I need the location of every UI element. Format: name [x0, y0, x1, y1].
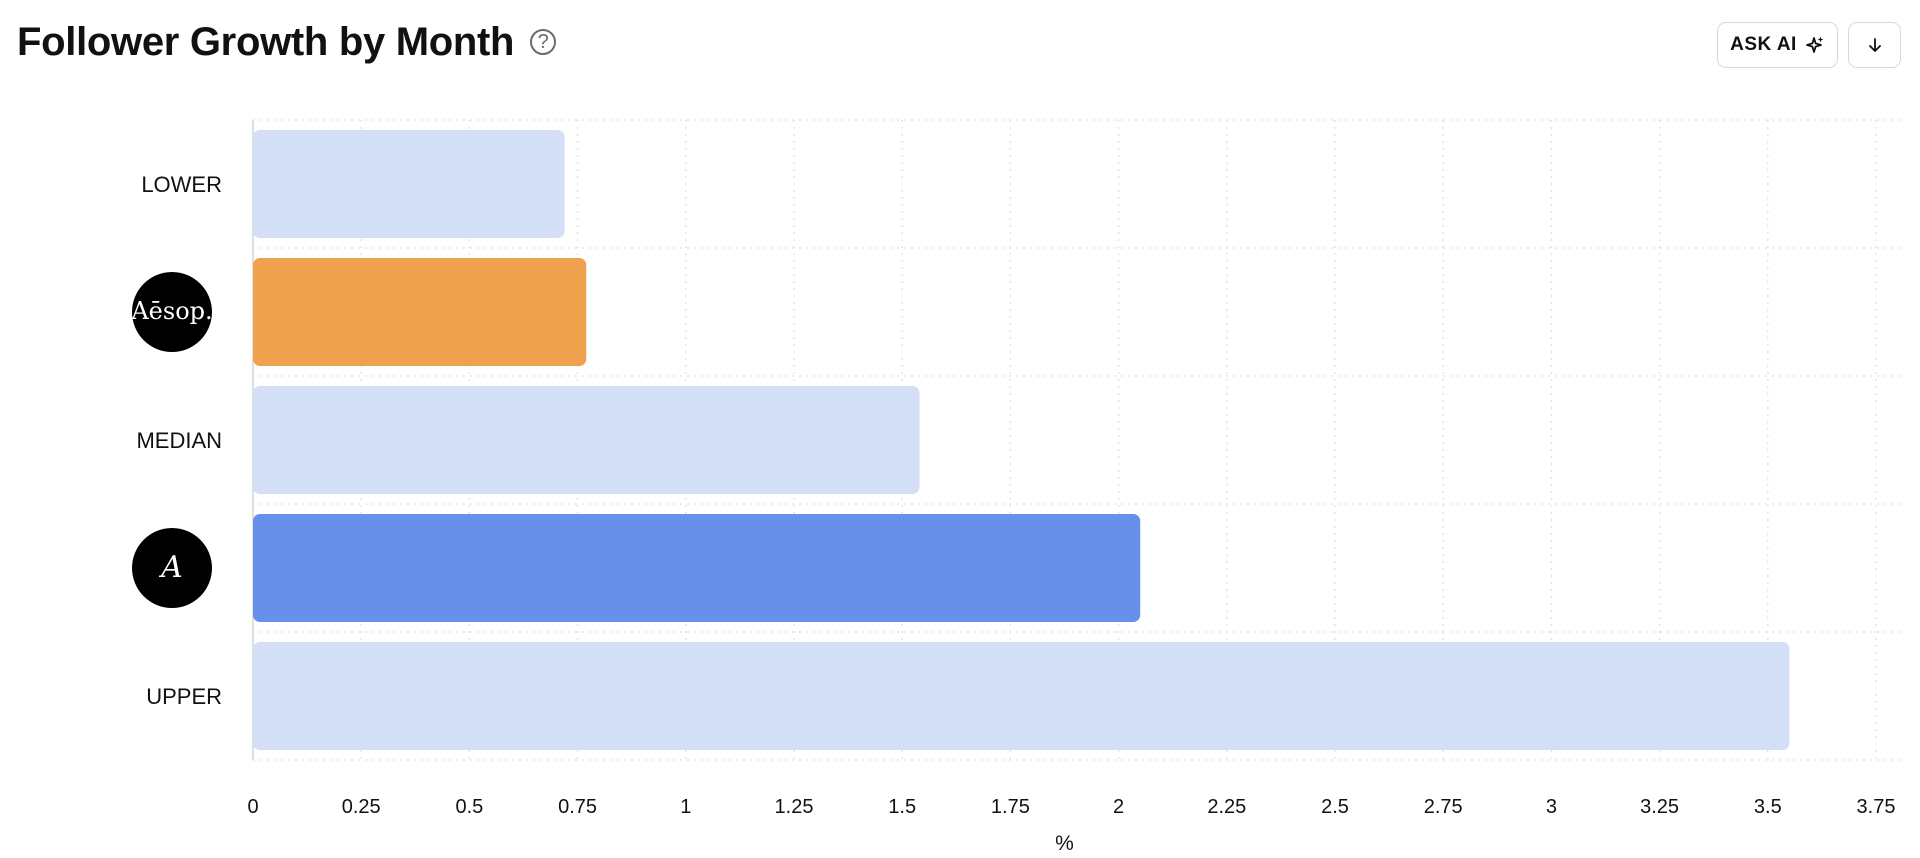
- category-label: UPPER: [146, 684, 222, 709]
- x-tick-label: 0.5: [455, 796, 483, 818]
- ask-ai-label: ASK AI: [1730, 34, 1797, 55]
- bar-4: [253, 642, 1790, 750]
- bar-3: [253, 514, 1141, 622]
- x-tick-label: 0.75: [558, 796, 597, 818]
- x-tick-label: 1.5: [888, 796, 916, 818]
- x-tick-label: 3: [1546, 796, 1557, 818]
- x-tick-label: 3.25: [1640, 796, 1679, 818]
- x-tick-label: 0.25: [342, 796, 381, 818]
- x-tick-label: 3.75: [1857, 796, 1896, 818]
- x-tick-label: 2.25: [1207, 796, 1246, 818]
- bar-2: [253, 386, 920, 494]
- x-tick-label: 1.25: [775, 796, 814, 818]
- x-tick-label: 1.75: [991, 796, 1030, 818]
- brand-logo-text: Aēsop.: [130, 297, 212, 325]
- category-label: MEDIAN: [136, 428, 222, 453]
- chart-actions: ASK AI: [1717, 22, 1901, 68]
- brand-logo-circle: [132, 272, 212, 352]
- x-axis-label: %: [1055, 832, 1074, 855]
- category-label: LOWER: [141, 172, 222, 197]
- bar-1: [253, 258, 587, 366]
- bar-0: [253, 130, 565, 238]
- x-tick-label: 0: [247, 796, 258, 818]
- x-tick-label: 2: [1113, 796, 1124, 818]
- brand-logo-circle: [132, 528, 212, 608]
- download-button[interactable]: [1848, 22, 1901, 68]
- x-tick-label: 1: [680, 796, 691, 818]
- arrow-down-icon: [1868, 38, 1881, 52]
- ask-ai-button[interactable]: ASK AI: [1717, 22, 1838, 68]
- x-tick-label: 3.5: [1754, 796, 1782, 818]
- chart-header: Follower Growth by Month ?: [17, 14, 557, 70]
- sparkle-icon: [1805, 36, 1824, 53]
- x-tick-label: 2.75: [1424, 796, 1463, 818]
- x-tick-label: 2.5: [1321, 796, 1349, 818]
- brand-logo-text: A: [158, 550, 183, 585]
- page-title: Follower Growth by Month: [17, 19, 515, 64]
- question-circle-icon[interactable]: ?: [530, 29, 557, 55]
